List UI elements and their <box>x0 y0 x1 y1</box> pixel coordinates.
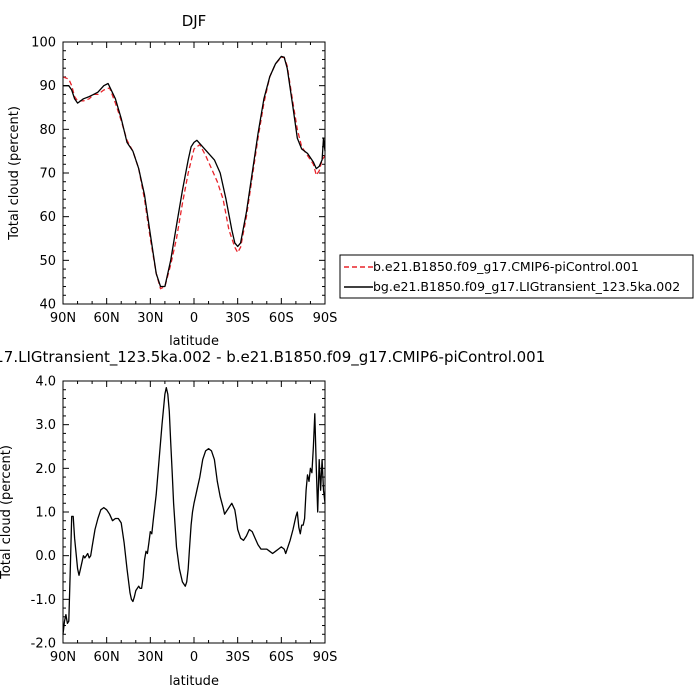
legend-label-ligtransient: bg.e21.B1850.f09_g17.LIGtransient_123.5k… <box>373 279 680 294</box>
panel-bottom: bg.e21.B1850.f09_g17.LIGtransient_123.5k… <box>0 348 545 689</box>
top-y-tick-label: 80 <box>39 123 56 138</box>
bottom-y-tick-label: 3.0 <box>35 418 56 433</box>
bottom-y-axis: -2.0 -1.0 0.0 1.0 2.0 3.0 4.0 <box>31 375 325 652</box>
top-x-tick-label: 30S <box>225 311 250 326</box>
bottom-x-tick-label: 60N <box>94 650 120 665</box>
bottom-y-tick-label: 1.0 <box>35 506 56 521</box>
top-y-tick-label: 70 <box>39 167 56 182</box>
bottom-y-tick-label: -1.0 <box>31 593 56 608</box>
top-series-line-picontrol <box>62 56 326 290</box>
top-plot-frame <box>62 41 326 305</box>
bottom-y-tick-label: -2.0 <box>31 637 56 652</box>
bottom-plot-frame <box>62 380 326 644</box>
top-series-line-ligtransient <box>63 55 326 288</box>
legend-label-picontrol: b.e21.B1850.f09_g17.CMIP6-piControl.001 <box>373 259 639 274</box>
bottom-y-tick-label: 4.0 <box>35 375 56 390</box>
bottom-x-tick-label: 90S <box>313 650 338 665</box>
top-x-tick-label: 60N <box>94 311 120 326</box>
top-x-tick-label: 60S <box>269 311 294 326</box>
top-y-tick-label: 60 <box>39 210 56 225</box>
top-x-axis-label: latitude <box>169 334 219 349</box>
legend-box <box>339 254 694 299</box>
bottom-chart-title: bg.e21.B1850.f09_g17.LIGtransient_123.5k… <box>0 348 545 367</box>
top-y-axis: 40 50 60 70 80 90 100 <box>31 36 325 313</box>
bottom-x-axis: 90N 60N 30N 0 30S 60S 90S <box>50 381 338 665</box>
top-y-tick-label: 100 <box>31 36 56 51</box>
top-x-axis: 90N 60N 30N 0 30S 60S 90S <box>50 42 338 326</box>
top-chart-title: DJF <box>182 12 207 30</box>
bottom-y-tick-label: 0.0 <box>35 549 56 564</box>
top-y-axis-label: Total cloud (percent) <box>7 106 22 241</box>
bottom-x-tick-label: 30N <box>137 650 163 665</box>
bottom-y-axis-label: Total cloud (percent) <box>0 445 14 580</box>
bottom-x-tick-label: 0 <box>190 650 198 665</box>
legend: b.e21.B1850.f09_g17.CMIP6-piControl.001 … <box>339 254 694 299</box>
top-y-tick-label: 40 <box>39 298 56 313</box>
bottom-series-line-difference <box>62 386 326 635</box>
bottom-x-axis-label: latitude <box>169 674 219 689</box>
top-y-tick-label: 90 <box>39 79 56 94</box>
top-plot-area <box>62 55 326 290</box>
bottom-x-tick-label: 30S <box>225 650 250 665</box>
bottom-x-tick-label: 90N <box>50 650 76 665</box>
top-x-tick-label: 90S <box>313 311 338 326</box>
top-x-tick-label: 30N <box>137 311 163 326</box>
top-x-tick-label: 90N <box>50 311 76 326</box>
top-y-tick-label: 50 <box>39 254 56 269</box>
bottom-plot-area <box>62 386 326 635</box>
bottom-x-tick-label: 60S <box>269 650 294 665</box>
bottom-y-tick-label: 2.0 <box>35 462 56 477</box>
top-x-tick-label: 0 <box>190 311 198 326</box>
